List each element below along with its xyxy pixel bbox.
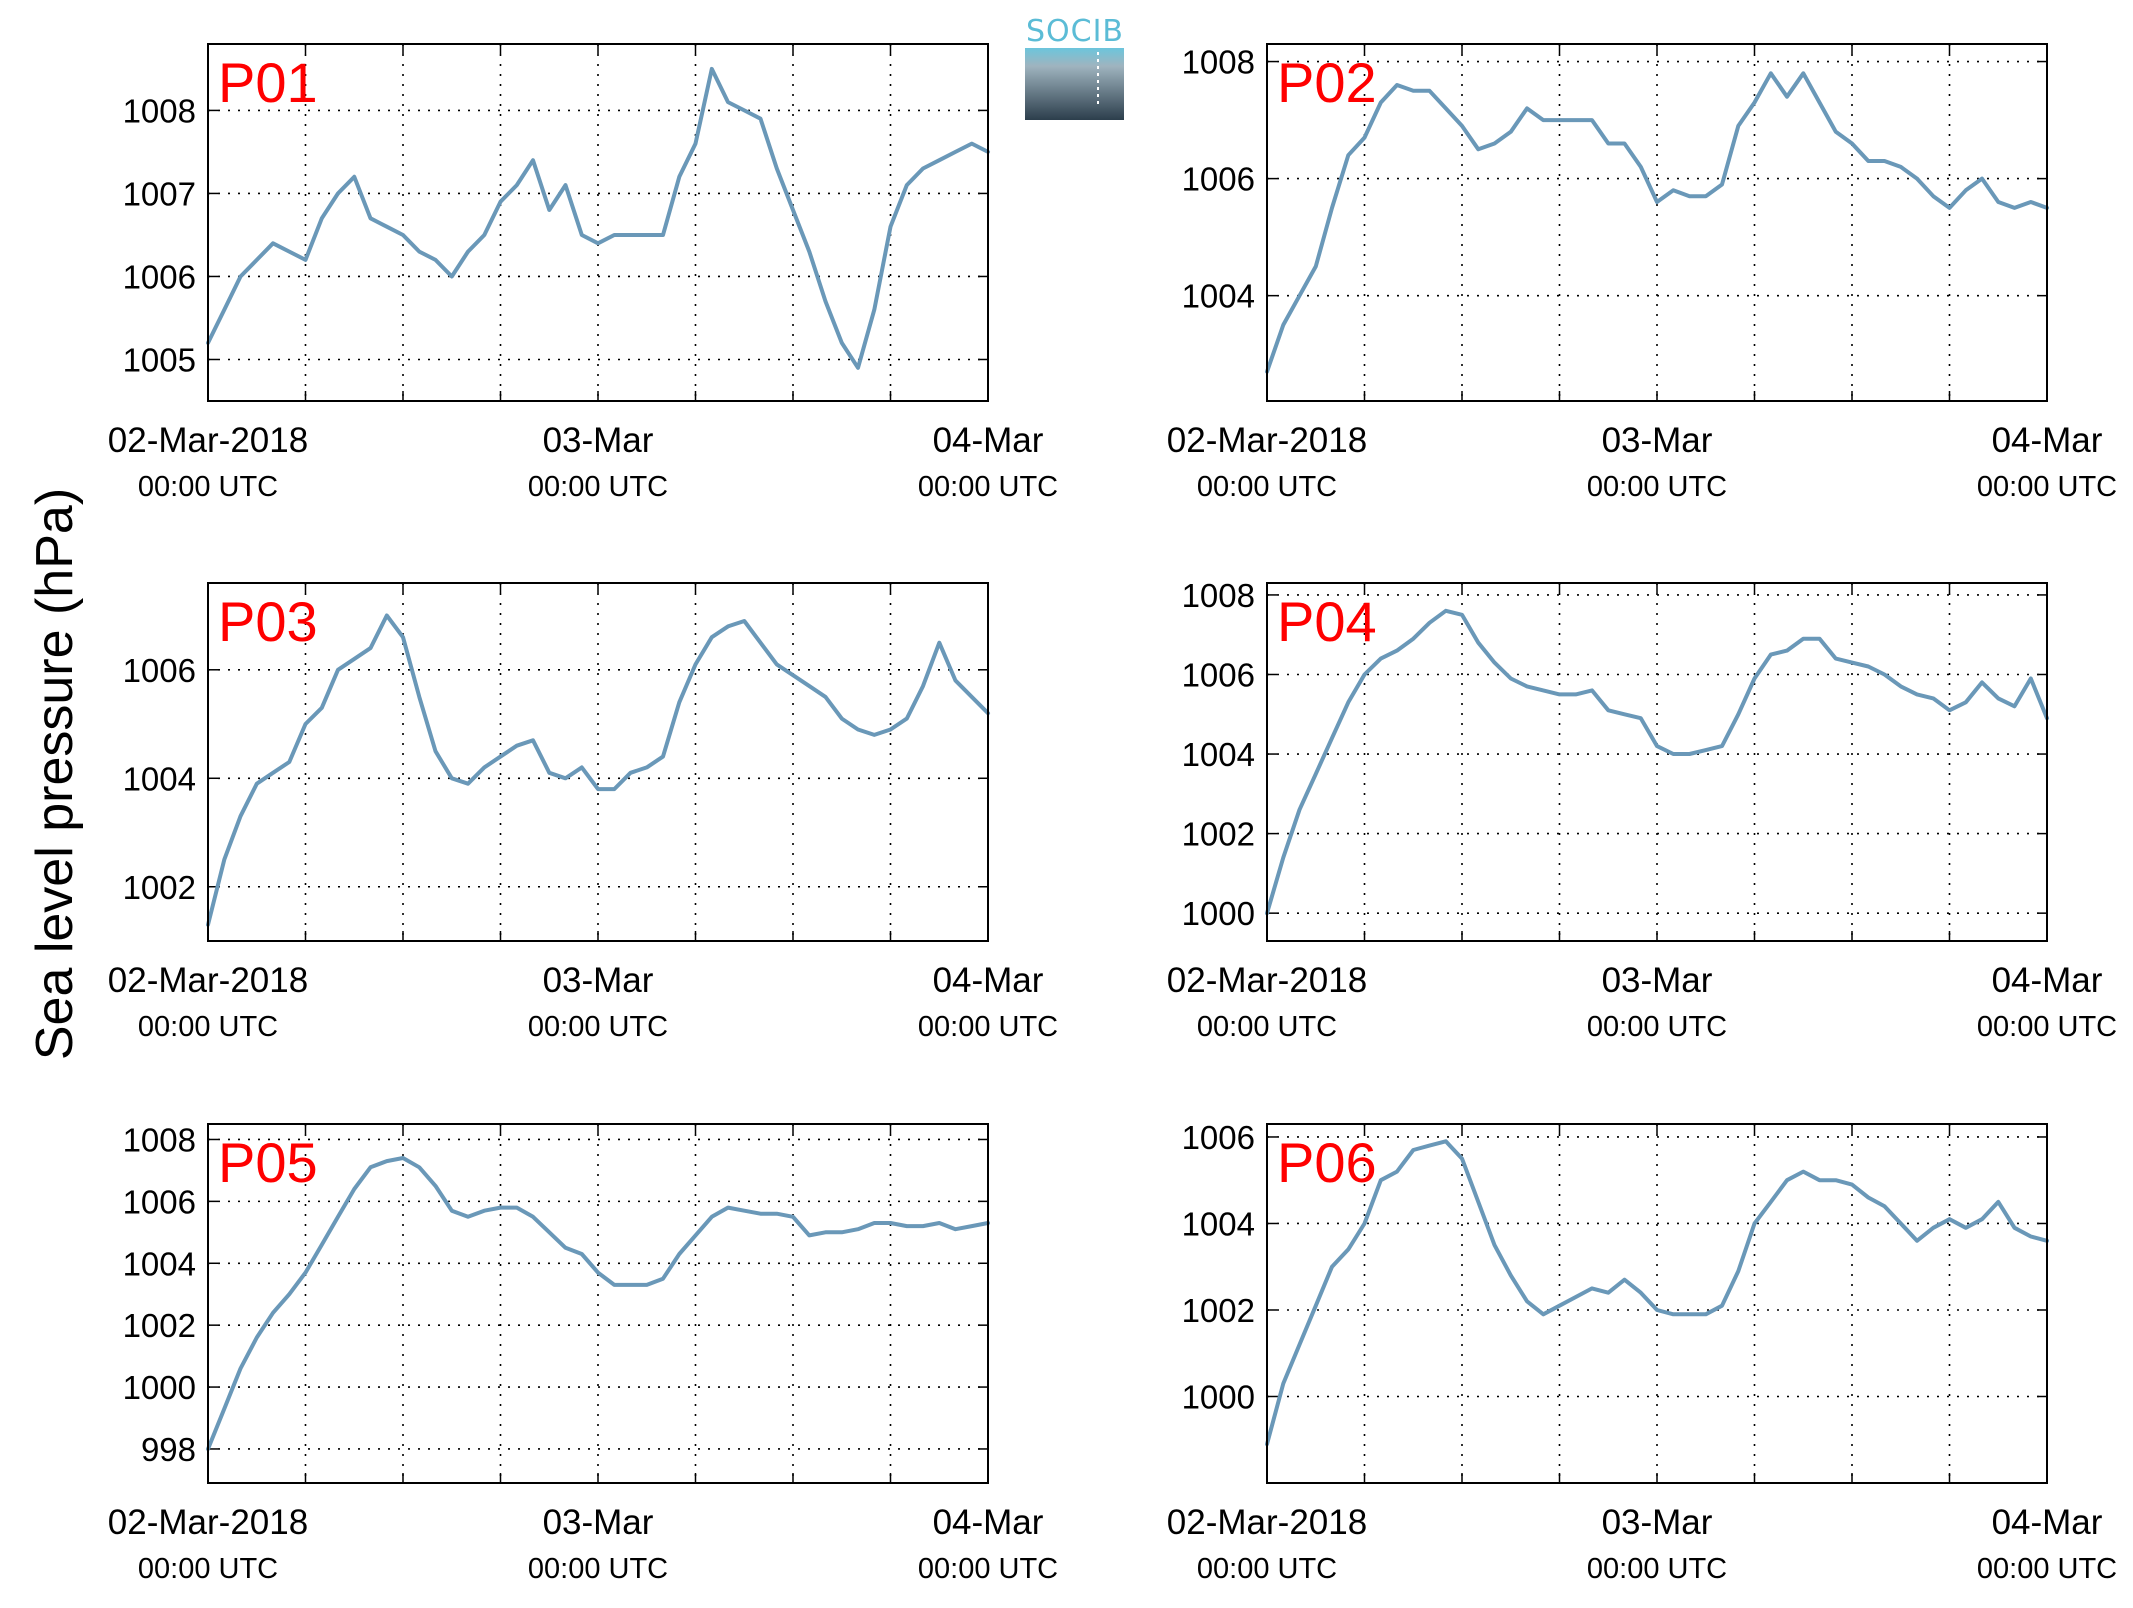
- x-tick-date-label: 03-Mar: [1602, 1503, 1713, 1542]
- x-tick-date-label: 04-Mar: [1992, 1503, 2103, 1542]
- y-tick-label: 1004: [1182, 1205, 1255, 1242]
- x-tick-time-label: 00:00 UTC: [1587, 471, 1727, 503]
- x-tick-time-label: 00:00 UTC: [1197, 1011, 1337, 1043]
- y-axis-label: Sea level pressure (hPa): [26, 488, 84, 1060]
- socib-logo: SOCIB: [1025, 14, 1124, 120]
- y-tick-label: 1000: [1182, 895, 1255, 932]
- plot-frame: [207, 1123, 989, 1484]
- series-line-p05: [206, 1156, 990, 1451]
- plot-frame: [1266, 1123, 2048, 1484]
- socib-logo-band: [1025, 48, 1124, 120]
- panel-label: P04: [1277, 590, 1377, 653]
- y-tick-label: 1004: [123, 1245, 196, 1282]
- panel-label: P02: [1277, 51, 1377, 114]
- y-tick-label: 1006: [1182, 656, 1255, 693]
- y-tick-label: 1002: [1182, 1292, 1255, 1329]
- plot-frame: [207, 43, 989, 402]
- x-tick-date-label: 02-Mar-2018: [1167, 961, 1367, 1000]
- y-tick-label: 1006: [123, 652, 196, 689]
- panel-label: P03: [218, 590, 318, 653]
- plot-frame: [1266, 43, 2048, 402]
- x-tick-date-label: 03-Mar: [543, 961, 654, 1000]
- x-tick-time-label: 00:00 UTC: [1197, 1553, 1337, 1585]
- x-tick-time-label: 00:00 UTC: [528, 471, 668, 503]
- x-tick-date-label: 02-Mar-2018: [1167, 421, 1367, 460]
- x-tick-time-label: 00:00 UTC: [138, 1553, 278, 1585]
- panels: 1005 1006 1007 1008 P01 02-Mar-2018 00:00 UTC 0…: [108, 43, 2117, 1585]
- x-tick-time-label: 00:00 UTC: [528, 1011, 668, 1043]
- x-tick-date-label: 02-Mar-2018: [1167, 1503, 1367, 1542]
- x-tick-time-label: 00:00 UTC: [1977, 1553, 2117, 1585]
- y-tick-label: 1008: [123, 1121, 196, 1158]
- y-tick-label: 1002: [1182, 816, 1255, 853]
- panel-label: P05: [218, 1131, 318, 1194]
- chart-panel-p03: 1002 1004 1006 P03 02-Mar-2018 00:00 UTC 03-Ma…: [108, 582, 1058, 1043]
- y-tick-label: 1008: [1182, 577, 1255, 614]
- x-tick-time-label: 00:00 UTC: [1197, 471, 1337, 503]
- x-tick-date-label: 03-Mar: [1602, 421, 1713, 460]
- x-tick-date-label: 03-Mar: [1602, 961, 1713, 1000]
- chart-panel-p05: 998 1000 1002 1004 1006 1008 P05 02-Mar-2018 00:…: [108, 1121, 1058, 1585]
- y-tick-label: 1000: [123, 1369, 196, 1406]
- y-tick-label: 1006: [123, 258, 196, 295]
- x-tick-date-label: 03-Mar: [543, 1503, 654, 1542]
- x-tick-time-label: 00:00 UTC: [1977, 1011, 2117, 1043]
- y-tick-label: 1006: [1182, 161, 1255, 198]
- x-tick-time-label: 00:00 UTC: [1977, 471, 2117, 503]
- socib-logo-text: SOCIB: [1026, 14, 1124, 49]
- y-tick-label: 1004: [1182, 278, 1255, 315]
- y-tick-label: 1008: [1182, 44, 1255, 81]
- x-tick-time-label: 00:00 UTC: [918, 471, 1058, 503]
- x-tick-time-label: 00:00 UTC: [528, 1553, 668, 1585]
- y-tick-label: 1004: [1182, 736, 1255, 773]
- y-tick-label: 1002: [123, 1307, 196, 1344]
- y-tick-label: 1002: [123, 869, 196, 906]
- x-tick-date-label: 04-Mar: [933, 1503, 1044, 1542]
- x-tick-time-label: 00:00 UTC: [138, 1011, 278, 1043]
- x-tick-time-label: 00:00 UTC: [918, 1011, 1058, 1043]
- series-line-p02: [1265, 71, 2049, 374]
- chart-panel-p06: 1000 1002 1004 1006 P06 02-Mar-2018 00:00 UTC 0…: [1167, 1119, 2117, 1585]
- y-tick-label: 1004: [123, 760, 196, 797]
- x-tick-date-label: 04-Mar: [933, 421, 1044, 460]
- plot-frame: [1266, 582, 2048, 942]
- panel-label: P06: [1277, 1131, 1377, 1194]
- y-tick-label: 1006: [123, 1183, 196, 1220]
- plot-frame: [207, 582, 989, 942]
- x-tick-time-label: 00:00 UTC: [1587, 1011, 1727, 1043]
- series-line-p04: [1265, 608, 2049, 916]
- panel-label: P01: [218, 51, 318, 114]
- y-tick-label: 1005: [123, 341, 196, 378]
- y-tick-label: 1007: [123, 175, 196, 212]
- y-tick-label: 1000: [1182, 1378, 1255, 1415]
- x-tick-time-label: 00:00 UTC: [138, 471, 278, 503]
- x-tick-date-label: 04-Mar: [933, 961, 1044, 1000]
- chart-panel-p02: 1004 1006 1008 P02 02-Mar-2018 00:00 UTC 03-Ma…: [1167, 43, 2117, 503]
- x-tick-time-label: 00:00 UTC: [918, 1553, 1058, 1585]
- x-tick-date-label: 02-Mar-2018: [108, 961, 308, 1000]
- x-tick-time-label: 00:00 UTC: [1587, 1553, 1727, 1585]
- y-tick-label: 1008: [123, 92, 196, 129]
- series-line-p03: [206, 613, 990, 927]
- series-line-p06: [1265, 1139, 2049, 1447]
- x-tick-date-label: 02-Mar-2018: [108, 1503, 308, 1542]
- x-tick-date-label: 02-Mar-2018: [108, 421, 308, 460]
- y-tick-label: 998: [141, 1431, 196, 1468]
- y-tick-label: 1006: [1182, 1119, 1255, 1156]
- chart-panel-p01: 1005 1006 1007 1008 P01 02-Mar-2018 00:00 UTC 0…: [108, 43, 1058, 503]
- x-tick-date-label: 04-Mar: [1992, 961, 2103, 1000]
- series-line-p01: [206, 66, 990, 370]
- x-tick-date-label: 03-Mar: [543, 421, 654, 460]
- x-tick-date-label: 04-Mar: [1992, 421, 2103, 460]
- chart-panel-p04: 1000 1002 1004 1006 1008 P04 02-Mar-2018 00:00 …: [1167, 577, 2117, 1043]
